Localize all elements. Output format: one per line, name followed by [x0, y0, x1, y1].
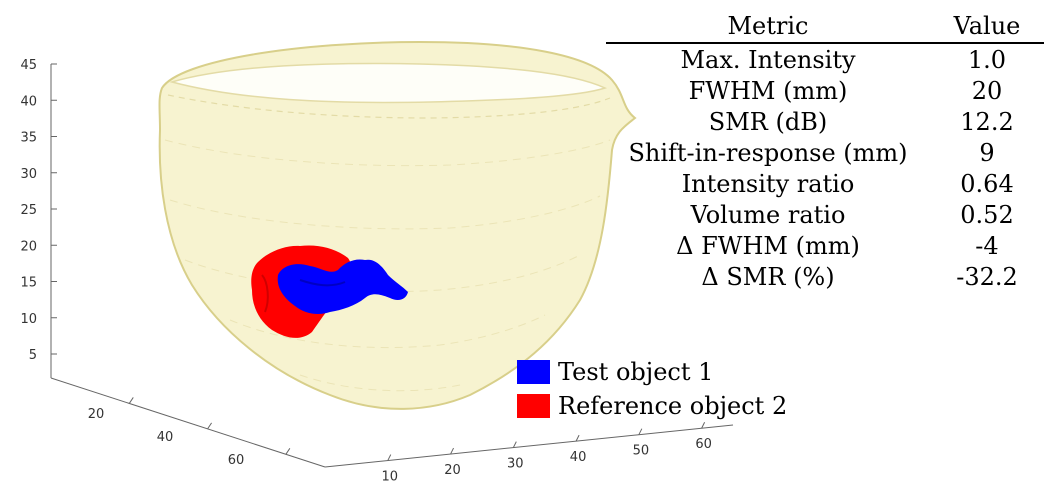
z-tick-label: 35 — [20, 131, 37, 146]
x-axis-line — [324, 424, 734, 468]
y-tick-label: 40 — [157, 430, 174, 445]
x-tick-mark — [387, 454, 392, 461]
metric-cell: Volume ratio — [690, 200, 846, 229]
y-tick-label: 60 — [228, 453, 245, 468]
value-cell: 0.52 — [960, 200, 1014, 229]
header-value: Value — [953, 12, 1021, 40]
x-tick-mark — [575, 434, 580, 442]
table-row: Volume ratio 0.52 — [606, 199, 1044, 230]
z-tick-label: 5 — [29, 348, 37, 363]
x-tick-label: 50 — [633, 444, 650, 459]
metric-cell: Δ SMR (%) — [701, 262, 835, 291]
y-tick-label: 20 — [88, 407, 105, 422]
table-row: Intensity ratio 0.64 — [606, 168, 1044, 199]
metric-cell: Shift-in-response (mm) — [628, 138, 908, 167]
y-tick-mark — [128, 397, 134, 404]
metrics-table: Metric Value Max. Intensity 1.0 FWHM (mm) 2… — [606, 10, 1044, 292]
x-tick-mark — [450, 447, 454, 455]
test-object-blob — [277, 259, 408, 314]
y-tick-mark — [285, 448, 291, 455]
axes-frame — [50, 64, 734, 468]
z-axis-ticks: 5 10 15 20 25 30 35 40 45 — [20, 58, 57, 363]
value-cell: -4 — [975, 231, 999, 260]
legend-item-reference: Reference object 2 — [517, 392, 787, 420]
legend-label-reference: Reference object 2 — [558, 392, 788, 420]
legend-item-test: Test object 1 — [517, 358, 713, 386]
table-row: FWHM (mm) 20 — [606, 75, 1044, 106]
z-tick-label: 25 — [20, 203, 37, 218]
x-tick-label: 10 — [381, 470, 398, 485]
reference-object-swatch — [517, 394, 550, 418]
x-tick-label: 40 — [570, 450, 587, 465]
x-tick-label: 30 — [507, 457, 524, 472]
x-tick-label: 60 — [695, 437, 712, 452]
value-cell: 12.2 — [960, 107, 1014, 136]
header-metric: Metric — [727, 12, 809, 40]
y-axis-ticks: 20 40 60 — [88, 397, 291, 468]
z-tick-label: 40 — [20, 94, 37, 109]
x-tick-mark — [701, 422, 706, 429]
z-tick-label: 15 — [20, 276, 37, 291]
y-axis-line — [50, 377, 326, 468]
metric-cell: SMR (dB) — [708, 107, 828, 136]
value-cell: 1.0 — [967, 45, 1007, 74]
x-tick-mark — [638, 428, 643, 435]
table-row: SMR (dB) 12.2 — [606, 106, 1044, 137]
test-object-swatch — [517, 360, 550, 384]
table-row: Shift-in-response (mm) 9 — [606, 137, 1044, 168]
x-tick-mark — [512, 441, 517, 448]
value-cell: -32.2 — [956, 262, 1018, 291]
table-body: Max. Intensity 1.0 FWHM (mm) 20 SMR (dB) 12.2… — [606, 44, 1044, 292]
x-tick-label: 20 — [444, 463, 461, 478]
value-cell: 20 — [971, 76, 1003, 105]
x-axis-ticks: 10 20 30 40 50 60 — [381, 422, 712, 485]
legend-label-test: Test object 1 — [558, 358, 714, 386]
metric-cell: FWHM (mm) — [688, 76, 848, 105]
metric-cell: Δ FWHM (mm) — [676, 231, 860, 260]
heart-shell — [158, 40, 637, 410]
metric-cell: Intensity ratio — [681, 169, 855, 198]
value-cell: 0.64 — [960, 169, 1014, 198]
z-tick-label: 30 — [20, 167, 37, 182]
table-row: Max. Intensity 1.0 — [606, 44, 1044, 75]
z-tick-label: 10 — [20, 312, 37, 327]
table-row: Δ FWHM (mm) -4 — [606, 230, 1044, 261]
z-tick-label: 45 — [20, 58, 37, 73]
value-cell: 9 — [979, 138, 995, 167]
table-row: Δ SMR (%) -32.2 — [606, 261, 1044, 292]
table-header-row: Metric Value — [606, 10, 1044, 44]
y-tick-mark — [207, 422, 212, 430]
z-tick-label: 20 — [20, 239, 37, 254]
metric-cell: Max. Intensity — [680, 45, 856, 74]
